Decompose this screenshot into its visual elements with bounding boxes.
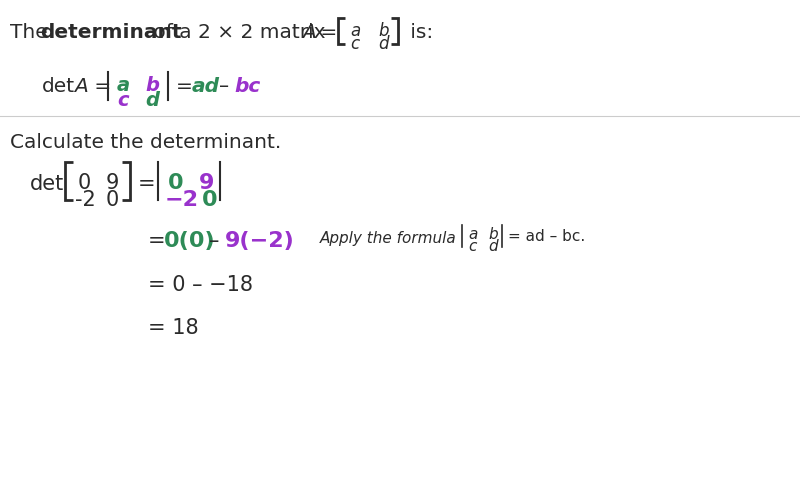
Text: 0: 0 — [168, 173, 184, 193]
Text: –: – — [219, 77, 229, 96]
Text: The: The — [10, 23, 54, 42]
Text: =: = — [148, 230, 166, 251]
Text: =: = — [176, 77, 193, 96]
Text: a: a — [117, 76, 130, 95]
Text: =: = — [138, 174, 156, 194]
Text: is:: is: — [404, 23, 434, 42]
Text: a: a — [468, 227, 478, 242]
Text: -2: -2 — [75, 190, 96, 210]
Text: = ad – bc.: = ad – bc. — [508, 228, 586, 243]
Text: d: d — [488, 239, 498, 254]
Text: det: det — [42, 77, 75, 96]
Text: d: d — [378, 35, 389, 53]
Text: c: c — [468, 239, 476, 254]
Text: 0: 0 — [106, 190, 119, 210]
Text: bc: bc — [234, 77, 260, 96]
Text: b: b — [145, 76, 159, 95]
Text: Apply the formula: Apply the formula — [320, 230, 457, 245]
Text: d: d — [145, 91, 159, 110]
Text: 9: 9 — [199, 173, 214, 193]
Text: b: b — [488, 227, 498, 242]
Text: =: = — [314, 23, 338, 42]
Text: ad: ad — [192, 77, 220, 96]
Text: c: c — [350, 35, 359, 53]
Text: 0: 0 — [202, 190, 218, 210]
Text: 0(0): 0(0) — [164, 230, 216, 251]
Text: =: = — [88, 77, 111, 96]
Text: Calculate the determinant.: Calculate the determinant. — [10, 133, 282, 151]
Text: = 18: = 18 — [148, 318, 198, 337]
Text: b: b — [378, 22, 389, 40]
Text: 0: 0 — [78, 173, 91, 193]
Text: −2: −2 — [165, 190, 199, 210]
Text: of a 2 × 2 matrix: of a 2 × 2 matrix — [147, 23, 332, 42]
Text: –: – — [209, 230, 219, 251]
Text: A: A — [302, 23, 316, 42]
Text: determinant: determinant — [40, 23, 182, 42]
Text: a: a — [350, 22, 360, 40]
Text: 9(−2): 9(−2) — [225, 230, 294, 251]
Text: A: A — [74, 77, 88, 96]
Text: = 0 – −18: = 0 – −18 — [148, 274, 253, 294]
Text: det: det — [30, 174, 64, 194]
Text: c: c — [117, 91, 129, 110]
Text: 9: 9 — [106, 173, 119, 193]
